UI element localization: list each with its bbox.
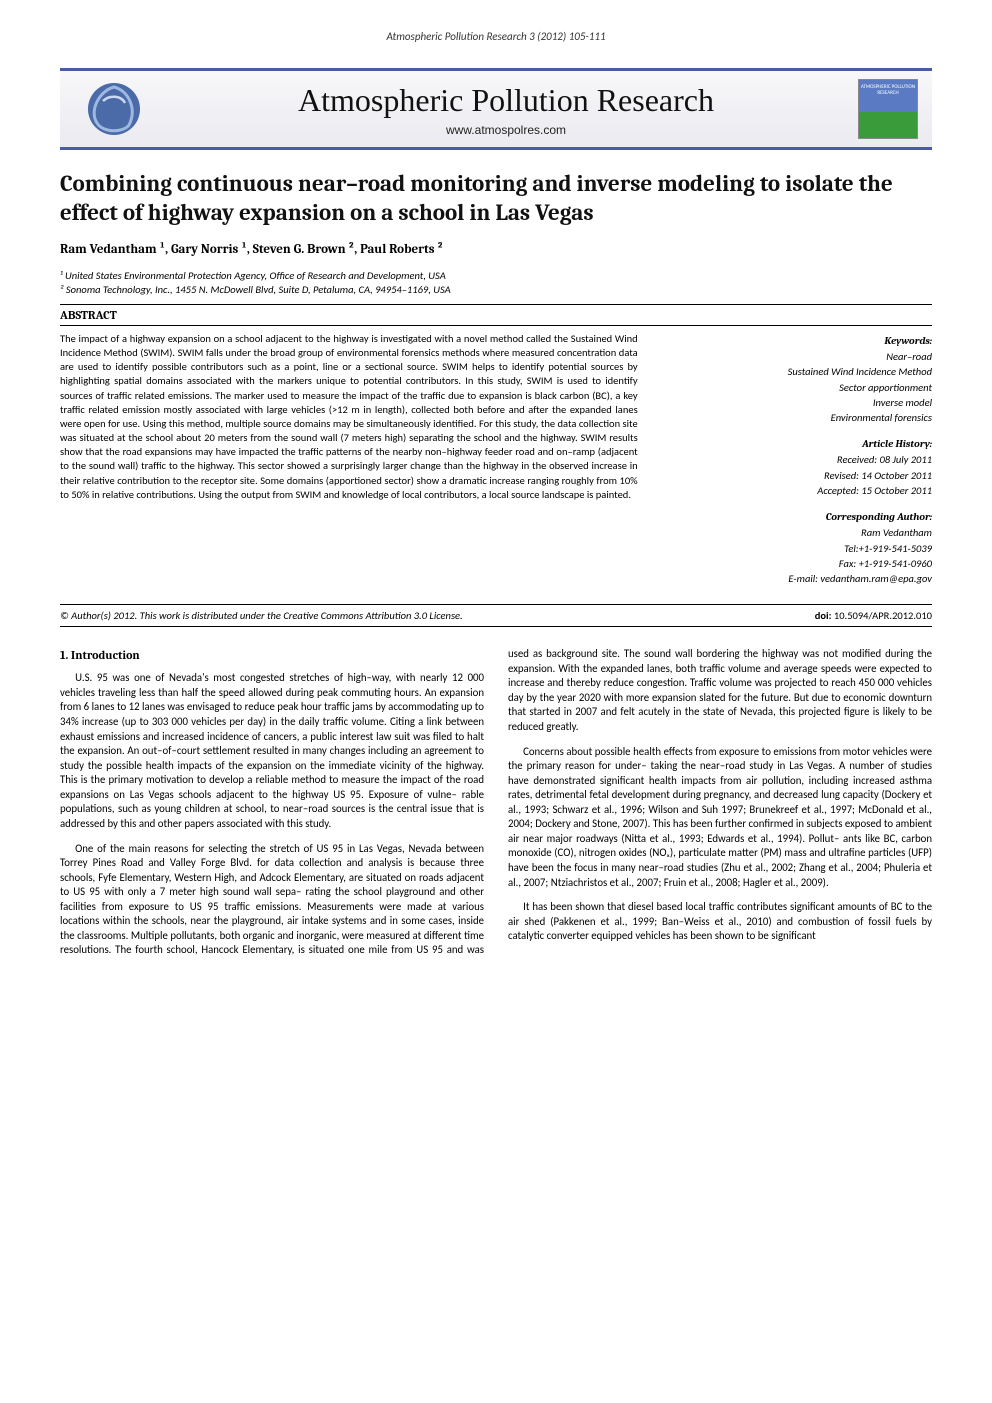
history-accepted: Accepted: 15 October 2011 (662, 483, 932, 498)
metadata-column: Keywords: Near–road Sustained Wind Incid… (662, 332, 932, 598)
journal-name: Atmospheric Pollution Research (154, 82, 858, 119)
abstract-label: ABSTRACT (60, 304, 932, 326)
corresponding-fax: Fax: +1-919-541-0960 (662, 556, 932, 571)
journal-cover-thumb: ATMOSPHERIC POLLUTION RESEARCH (858, 79, 918, 139)
keywords-heading: Keywords: (662, 334, 932, 349)
keyword: Sector apportionment (662, 380, 932, 395)
journal-logo-icon (74, 79, 154, 139)
history-heading: Article History: (662, 437, 932, 452)
paragraph: Concerns about possible health effects f… (508, 745, 932, 891)
keyword: Sustained Wind Incidence Method (662, 364, 932, 379)
affiliations: ¹ United States Environmental Protection… (60, 269, 932, 298)
license-row: © Author(s) 2012. This work is distribut… (60, 604, 932, 627)
corresponding-block: Ram Vedantham Tel:+1-919-541-5039 Fax: +… (662, 525, 932, 586)
keywords-list: Near–road Sustained Wind Incidence Metho… (662, 349, 932, 425)
authors-line: Ram Vedantham ¹, Gary Norris ¹, Steven G… (60, 242, 932, 257)
doi-value: 10.5094/APR.2012.010 (834, 609, 932, 622)
affiliation-1: ¹ United States Environmental Protection… (60, 269, 932, 284)
license-text: © Author(s) 2012. This work is distribut… (60, 609, 463, 622)
affiliation-2: ² Sonoma Technology, Inc., 1455 N. McDow… (60, 283, 932, 298)
abstract-text: The impact of a highway expansion on a s… (60, 332, 638, 598)
history-block: Received: 08 July 2011 Revised: 14 Octob… (662, 452, 932, 498)
keyword: Environmental forensics (662, 410, 932, 425)
article-title: Combining continuous near–road monitorin… (60, 170, 932, 228)
corresponding-heading: Corresponding Author: (662, 510, 932, 525)
running-header: Atmospheric Pollution Research 3 (2012) … (60, 30, 932, 43)
history-received: Received: 08 July 2011 (662, 452, 932, 467)
doi-label: doi: (815, 609, 832, 622)
paragraph: It has been shown that diesel based loca… (508, 900, 932, 944)
keyword: Inverse model (662, 395, 932, 410)
corresponding-name: Ram Vedantham (662, 525, 932, 540)
keyword: Near–road (662, 349, 932, 364)
body-text: 1. Introduction U.S. 95 was one of Nevad… (60, 647, 932, 958)
paragraph: U.S. 95 was one of Nevada's most congest… (60, 671, 484, 831)
journal-url: www.atmospolres.com (154, 123, 858, 137)
history-revised: Revised: 14 October 2011 (662, 468, 932, 483)
corresponding-tel: Tel:+1-919-541-5039 (662, 541, 932, 556)
corresponding-email: E-mail: vedantham.ram@epa.gov (662, 571, 932, 586)
intro-heading: 1. Introduction (60, 647, 484, 663)
doi: doi: 10.5094/APR.2012.010 (815, 609, 932, 622)
journal-banner: Atmospheric Pollution Research www.atmos… (60, 68, 932, 150)
